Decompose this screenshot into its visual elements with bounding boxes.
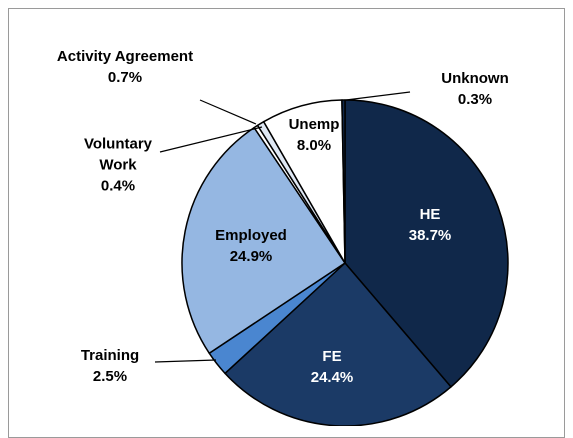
leader-line xyxy=(154,359,217,363)
value-label: 0.7% xyxy=(107,69,143,86)
value-label: 0.3% xyxy=(457,91,493,108)
leader-line xyxy=(345,91,411,101)
category-label: Activity Agreement xyxy=(56,48,194,65)
slice-label: Activity Agreement 0.7% xyxy=(57,46,193,88)
category-label: Training xyxy=(80,347,140,364)
value-label: 0.4% xyxy=(100,177,136,195)
category-label: Unemp xyxy=(288,116,340,133)
slice-label: Voluntary Work 0.4% xyxy=(73,134,163,197)
value-label: 24.9% xyxy=(229,248,273,265)
leader-lines xyxy=(154,91,411,363)
category-label: Employed xyxy=(215,227,287,244)
category-label: FE xyxy=(322,348,342,365)
pie-slice xyxy=(181,126,346,354)
slice-label: HE 38.7% xyxy=(409,204,452,246)
slice-label: FE 24.4% xyxy=(311,346,354,388)
category-label: Unknown xyxy=(441,70,509,87)
category-label: Voluntary Work xyxy=(83,135,153,174)
value-label: 38.7% xyxy=(408,227,452,244)
page: {"chart_data": {"type": "pie", "categori… xyxy=(8,8,565,438)
category-label: HE xyxy=(419,206,441,223)
value-label: 2.5% xyxy=(92,368,128,385)
slice-label: Training 2.5% xyxy=(81,345,139,387)
value-label: 8.0% xyxy=(296,137,332,154)
value-label: 24.4% xyxy=(310,369,354,386)
pie-slice xyxy=(344,99,509,388)
slice-label: Unknown 0.3% xyxy=(441,68,509,110)
leader-line xyxy=(159,126,263,153)
pie-slice xyxy=(341,99,346,264)
slice-label: Employed 24.9% xyxy=(215,225,287,267)
leader-line xyxy=(199,99,257,125)
slice-label: Unemp 8.0% xyxy=(289,114,340,156)
